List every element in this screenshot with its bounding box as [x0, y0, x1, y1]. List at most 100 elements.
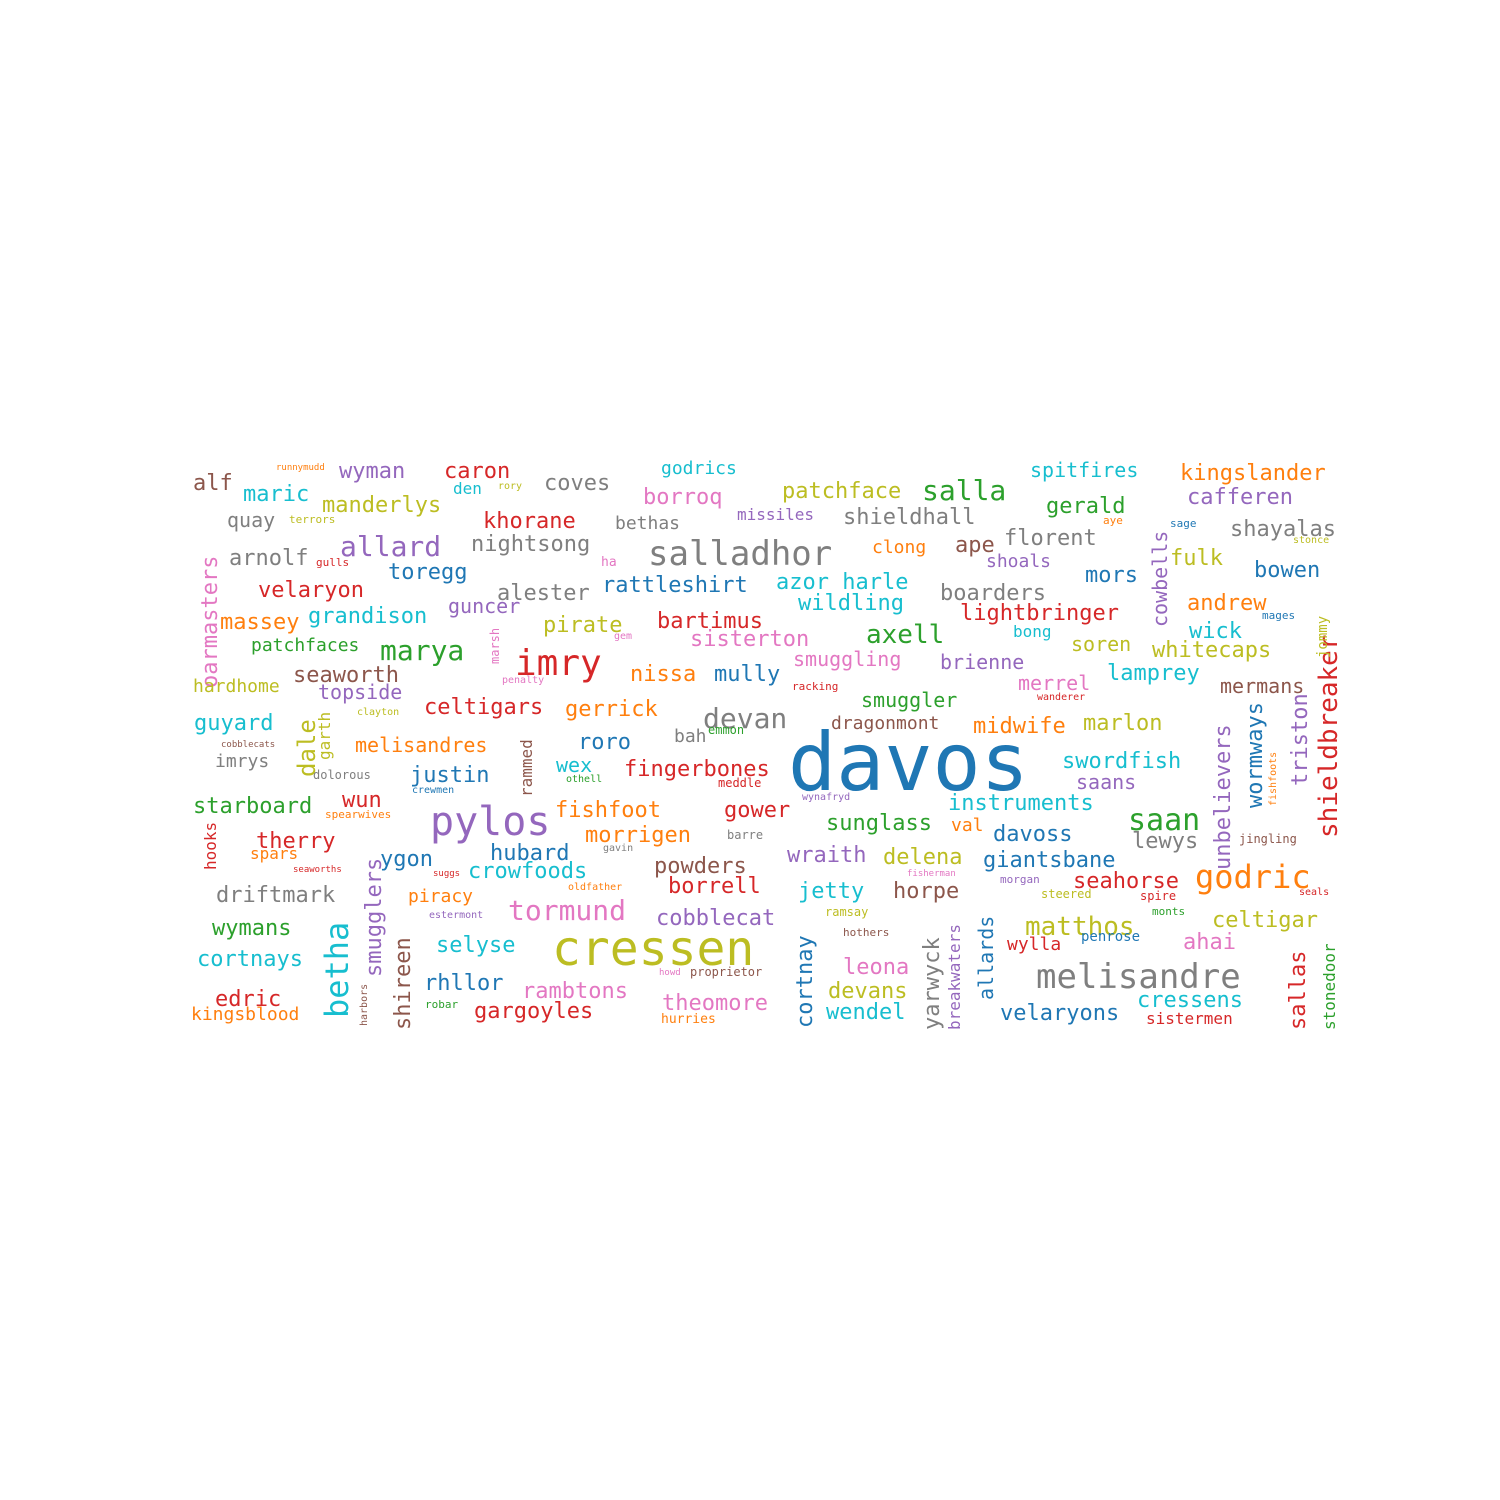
word-godric: godric	[1195, 858, 1311, 896]
word-jingling: jingling	[1239, 832, 1297, 846]
word-axell: axell	[866, 620, 944, 650]
word-swordfish: swordfish	[1062, 749, 1181, 774]
word-robar: robar	[425, 998, 458, 1011]
word-betha: betha	[318, 922, 356, 1018]
word-clong: clong	[872, 537, 926, 558]
word-fisherman: fisherman	[907, 869, 956, 879]
word-stonedoor: stonedoor	[1320, 943, 1339, 1030]
word-horpe: horpe	[893, 879, 959, 904]
word-wynafryd: wynafryd	[802, 792, 850, 803]
word-sallas: sallas	[1286, 951, 1311, 1030]
word-unbelievers: unbelievers	[1211, 724, 1236, 870]
word-caron: caron	[444, 459, 510, 484]
word-theomore: theomore	[662, 991, 768, 1016]
word-racking: racking	[792, 680, 838, 693]
word-gavin: gavin	[603, 843, 633, 854]
word-wex: wex	[556, 753, 592, 777]
word-rattleshirt: rattleshirt	[602, 573, 748, 598]
word-wymans: wymans	[212, 916, 291, 941]
word-oarmasters: oarmasters	[198, 556, 223, 688]
word-shayalas: shayalas	[1230, 517, 1336, 542]
word-sistermen: sistermen	[1146, 1009, 1233, 1028]
word-mully: mully	[714, 662, 780, 687]
word-harbors: harbors	[359, 984, 370, 1026]
word-dale: dale	[293, 719, 321, 777]
word-penrose: penrose	[1081, 929, 1140, 945]
word-emmon: emmon	[708, 723, 744, 737]
word-sage: sage	[1170, 517, 1197, 530]
word-wraith: wraith	[787, 843, 866, 868]
word-triston: triston	[1288, 693, 1313, 786]
word-soren: soren	[1071, 632, 1131, 656]
word-gerrick: gerrick	[565, 697, 658, 722]
word-dolorous: dolorous	[313, 768, 371, 782]
word-stonce: stonce	[1293, 535, 1329, 546]
word-dragonmont: dragonmont	[831, 713, 939, 734]
word-fishfoots: fishfoots	[1268, 752, 1279, 806]
word-cobblecat: cobblecat	[656, 906, 775, 931]
word-cressens: cressens	[1137, 988, 1243, 1013]
word-matthos: matthos	[1025, 912, 1135, 942]
word-fishfoot: fishfoot	[555, 798, 661, 823]
word-quay: quay	[227, 508, 275, 532]
word-velaryons: velaryons	[1000, 1001, 1119, 1026]
word-terrors: terrors	[289, 513, 335, 526]
word-nissa: nissa	[630, 662, 696, 687]
word-yarwyck: yarwyck	[920, 937, 945, 1030]
word-morrigen: morrigen	[585, 823, 691, 848]
word-penalty: penalty	[502, 675, 544, 686]
word-wylla: wylla	[1007, 934, 1061, 955]
word-shieldbreaker: shieldbreaker	[1314, 635, 1344, 839]
word-cortnay: cortnay	[793, 935, 818, 1028]
word-davos: davos	[788, 716, 1029, 809]
word-mages: mages	[1262, 609, 1295, 622]
word-kingslander: kingslander	[1180, 461, 1326, 486]
word-cortnays: cortnays	[197, 947, 303, 972]
word-oldfather: oldfather	[568, 882, 622, 893]
word-ramsay: ramsay	[825, 905, 868, 919]
word-val: val	[951, 815, 984, 836]
word-imry: imry	[515, 643, 602, 684]
word-edric: edric	[215, 987, 281, 1012]
word-gerald: gerald	[1046, 494, 1125, 519]
word-hothers: hothers	[843, 926, 889, 939]
word-gargoyles: gargoyles	[474, 999, 593, 1024]
word-estermont: estermont	[429, 910, 483, 921]
word-hooks: hooks	[201, 822, 220, 870]
word-wormways: wormways	[1243, 702, 1268, 808]
word-allards: allards	[974, 916, 998, 1000]
word-cowbells: cowbells	[1148, 531, 1172, 627]
word-barre: barre	[727, 828, 763, 842]
word-devan: devan	[703, 702, 787, 735]
word-rory: rory	[498, 481, 522, 492]
word-roro: roro	[578, 730, 631, 755]
word-massey: massey	[220, 610, 299, 635]
word-borrell: borrell	[668, 874, 761, 899]
word-imrys: imrys	[215, 751, 269, 772]
word-bowen: bowen	[1254, 558, 1320, 583]
word-spitfires: spitfires	[1030, 458, 1138, 482]
word-wendel: wendel	[826, 1000, 905, 1025]
word-gem: gem	[614, 631, 632, 642]
word-borroq: borroq	[643, 485, 722, 510]
word-spearwives: spearwives	[325, 808, 391, 821]
word-seaworth: seaworth	[293, 663, 399, 688]
word-velaryon: velaryon	[258, 578, 364, 603]
word-celtigar: celtigar	[1212, 908, 1318, 933]
word-celtigars: celtigars	[424, 695, 543, 720]
word-arnolf: arnolf	[229, 546, 308, 571]
word-wildling: wildling	[798, 591, 904, 616]
word-lightbringer: lightbringer	[960, 601, 1119, 626]
word-garth: garth	[315, 712, 334, 760]
word-sisterton: sisterton	[690, 627, 809, 652]
word-justin: justin	[410, 763, 489, 788]
word-runnymudd: runnymudd	[276, 463, 325, 473]
word-salladhor: salladhor	[648, 534, 832, 574]
word-hurries: hurries	[661, 1012, 716, 1027]
word-merrel: merrel	[1018, 671, 1090, 695]
word-crewmen: crewmen	[412, 785, 454, 796]
word-coves: coves	[544, 471, 610, 496]
word-rammed: rammed	[517, 739, 536, 797]
word-shoals: shoals	[986, 551, 1051, 572]
